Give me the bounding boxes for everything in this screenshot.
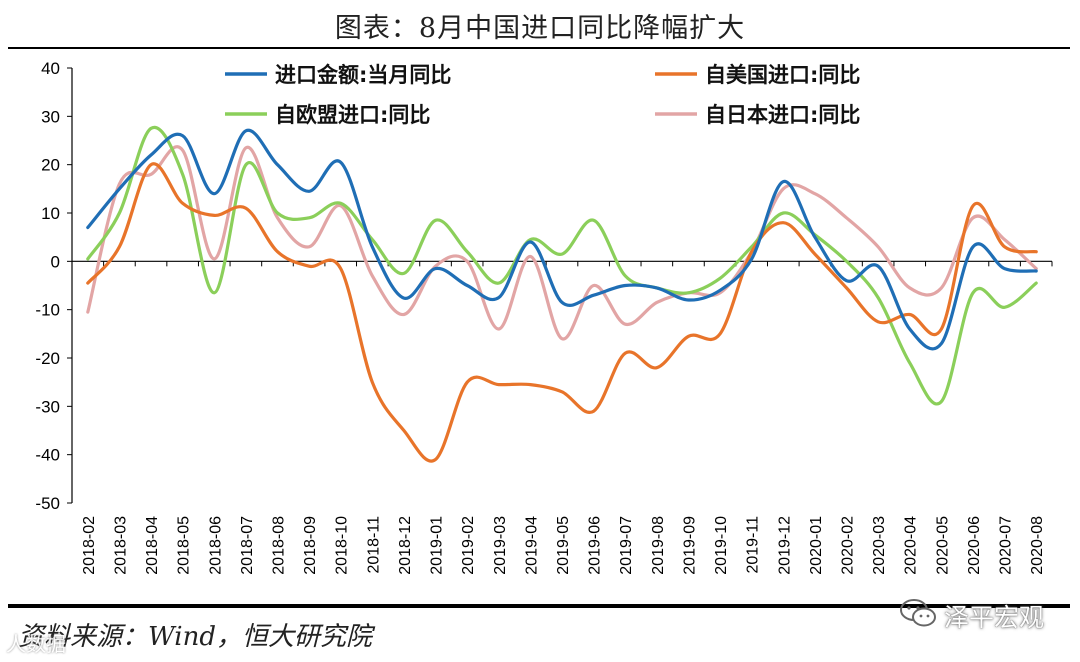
- series-line-2: [86, 162, 1038, 463]
- brand-label: 泽平宏观: [944, 603, 1045, 632]
- x-tick-label: 2018-03: [112, 516, 129, 575]
- legend-label: 进口金额:当月同比: [275, 63, 451, 87]
- x-tick-label: 2018-08: [270, 516, 287, 575]
- x-tick-label: 2020-03: [871, 516, 888, 575]
- x-tick-label: 2018-02: [81, 516, 98, 575]
- x-tick-label: 2018-11: [365, 516, 382, 574]
- x-tick-label: 2018-05: [176, 516, 193, 575]
- x-tick-label: 2019-10: [713, 516, 730, 575]
- x-tick-label: 2018-10: [334, 516, 351, 575]
- x-tick-label: 2019-09: [681, 516, 698, 575]
- top-rule: [8, 47, 1070, 49]
- series-line-3: [86, 125, 1038, 406]
- series-lines: [86, 125, 1038, 463]
- x-tick-label: 2019-07: [618, 516, 635, 575]
- x-tick-label: 2020-01: [808, 516, 825, 575]
- bottom-rule: [8, 604, 1070, 608]
- y-tick-label: -50: [35, 494, 60, 513]
- x-tick-label: 2019-11: [745, 516, 762, 574]
- x-tick-label: 2020-04: [903, 516, 920, 575]
- y-tick-label: 20: [41, 156, 60, 175]
- x-tick-label: 2020-06: [966, 516, 983, 575]
- y-tick-label: 30: [41, 107, 60, 126]
- x-tick-label: 2018-04: [144, 516, 161, 575]
- y-tick-label: -40: [35, 446, 60, 465]
- x-tick-label: 2019-02: [460, 516, 477, 575]
- x-tick-label: 2019-05: [555, 516, 572, 575]
- y-tick-labels: 40 30 20 10 0 -10 -20 -30 -40 -50: [35, 59, 72, 513]
- y-tick-label: -30: [35, 397, 60, 416]
- x-tick-label: 2020-05: [934, 516, 951, 575]
- watermark: 人数据: [6, 632, 66, 656]
- x-tick-label: 2018-07: [239, 516, 256, 575]
- source-note: 资料来源：Wind，恒大研究院: [18, 622, 372, 652]
- y-tick-label: -20: [35, 349, 60, 368]
- y-tick-label: 40: [41, 59, 60, 78]
- x-tick-label: 2019-04: [523, 516, 540, 575]
- y-tick-label: 0: [51, 252, 60, 271]
- x-tick-labels: 2018-02 2018-03 2018-04 2018-05 2018-06 2018-…: [71, 261, 1053, 575]
- x-tick-label: 2018-09: [302, 516, 319, 575]
- series-line-4: [86, 145, 1038, 341]
- x-tick-label: 2018-06: [207, 516, 224, 575]
- x-tick-label: 2019-01: [429, 516, 446, 575]
- legend-label: 自欧盟进口:同比: [275, 103, 430, 127]
- x-tick-label: 2019-12: [776, 516, 793, 575]
- legend-label: 自美国进口:同比: [705, 63, 860, 87]
- x-tick-label: 2020-07: [998, 516, 1015, 575]
- series-line-1: [86, 128, 1038, 351]
- wechat-icon: [900, 599, 936, 627]
- x-tick-label: 2019-03: [492, 516, 509, 575]
- page-title: 图表：8月中国进口同比降幅扩大: [334, 13, 746, 44]
- x-tick-label: 2019-06: [587, 516, 604, 575]
- x-tick-label: 2019-08: [650, 516, 667, 575]
- x-tick-label: 2020-02: [840, 516, 857, 575]
- x-tick-label: 2018-12: [397, 516, 414, 575]
- legend-label: 自日本进口:同比: [705, 103, 860, 127]
- y-tick-label: 10: [41, 204, 60, 223]
- y-tick-label: -10: [35, 301, 60, 320]
- x-tick-label: 2020-08: [1029, 516, 1046, 575]
